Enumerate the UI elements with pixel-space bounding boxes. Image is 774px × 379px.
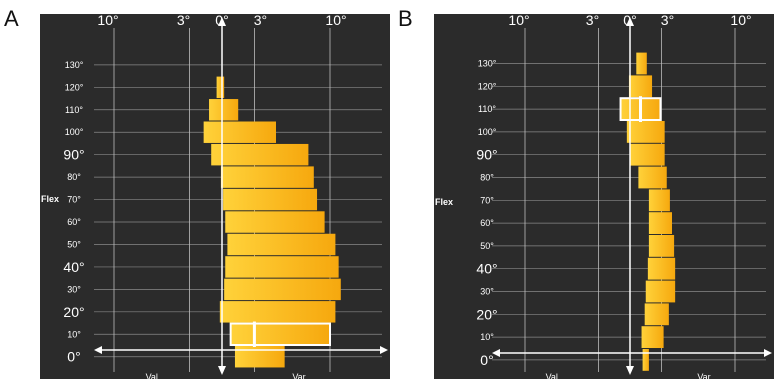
y-tick-label: 0° <box>67 349 80 365</box>
range-bar <box>221 166 314 187</box>
chart-panel-b: 10° 3° 0° 3° 10° 0° 10° 20° 30° 40° 50° 60° 70° 80° 90… <box>434 12 774 379</box>
range-bar <box>642 326 664 348</box>
y-tick-label: 80° <box>67 172 81 182</box>
range-bar <box>649 235 674 257</box>
x-right-label: Var. <box>292 372 307 379</box>
range-bar <box>649 189 670 211</box>
y-tick-label: 80° <box>480 173 494 183</box>
x-tick-label: 10° <box>730 12 751 28</box>
x-tick-label: 3° <box>254 12 267 28</box>
y-tick-label: 50° <box>480 241 494 251</box>
y-tick-label: 60° <box>67 217 81 227</box>
y-tick-label: 70° <box>67 195 81 205</box>
y-axis-title: Flex <box>435 197 453 207</box>
y-tick-label: 120° <box>65 82 84 92</box>
y-tick-label: 30° <box>480 287 494 297</box>
range-bar <box>225 211 324 232</box>
range-bar <box>627 121 665 143</box>
range-bar <box>224 279 341 300</box>
range-bar <box>220 301 336 322</box>
x-tick-label: 3° <box>661 12 674 28</box>
x-left-label: Val. <box>546 372 561 379</box>
y-tick-label: 110° <box>478 104 496 114</box>
range-bar <box>629 75 652 97</box>
x-tick-label: 10° <box>508 12 529 28</box>
y-tick-label: 10° <box>67 329 81 339</box>
y-tick-label: 70° <box>480 195 494 205</box>
y-tick-label: 130° <box>478 59 497 69</box>
y-tick-label: 60° <box>480 218 494 228</box>
range-bar <box>645 303 669 325</box>
y-tick-label: 130° <box>65 60 84 70</box>
range-bar <box>630 144 665 166</box>
range-bar <box>648 258 675 280</box>
range-bar <box>235 346 285 367</box>
range-bar <box>209 99 238 120</box>
plot-background <box>40 14 390 379</box>
range-bar <box>225 256 338 277</box>
range-bar <box>649 212 672 234</box>
highlighted-bar <box>231 324 330 345</box>
y-tick-label: 120° <box>478 81 497 91</box>
x-tick-label: 10° <box>97 12 118 28</box>
x-tick-label: 0° <box>623 12 636 28</box>
range-bar <box>211 144 308 165</box>
range-bar <box>638 167 666 189</box>
x-left-label: Val. <box>146 372 161 379</box>
y-tick-label: 30° <box>67 284 81 294</box>
x-tick-label: 10° <box>325 12 346 28</box>
x-right-label: Var. <box>697 372 712 379</box>
y-axis-title: Flex <box>41 194 59 204</box>
y-tick-label: 40° <box>476 261 497 277</box>
range-bar <box>227 234 335 255</box>
range-bar <box>646 281 675 303</box>
y-tick-label: 50° <box>67 239 81 249</box>
y-tick-label: 90° <box>63 147 84 163</box>
x-tick-label: 3° <box>177 12 190 28</box>
chart-panel-a: 10° 3° 0° 3° 10° 0° 10° 20° 30° 40° 50° 60° 70° 80° 90… <box>40 12 390 379</box>
range-bar <box>636 53 647 75</box>
y-tick-label: 40° <box>63 259 84 275</box>
y-tick-label: 90° <box>476 147 497 163</box>
y-tick-label: 100° <box>478 127 497 137</box>
range-bar <box>217 77 225 98</box>
range-bar <box>223 189 317 210</box>
y-tick-label: 10° <box>480 332 494 342</box>
x-tick-label: 0° <box>215 12 228 28</box>
range-bar <box>204 122 276 143</box>
y-tick-label: 20° <box>63 304 84 320</box>
y-tick-label: 0° <box>480 352 493 368</box>
y-tick-label: 100° <box>65 127 84 137</box>
x-tick-label: 3° <box>586 12 599 28</box>
y-tick-label: 20° <box>476 306 497 322</box>
y-tick-label: 110° <box>65 105 83 115</box>
